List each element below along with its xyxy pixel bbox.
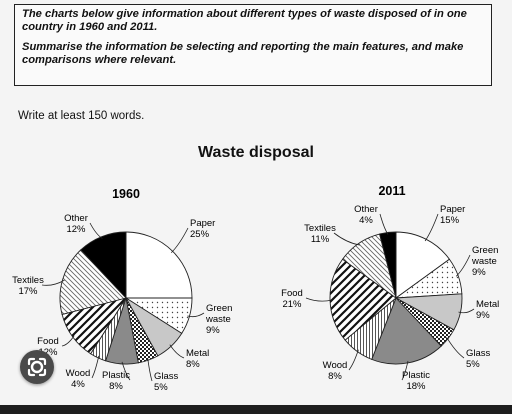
pie-chart-2011: 2011 Paper 15% Green waste 9% Metal 9% Glass 5% Pl… <box>281 184 499 392</box>
slice-label-food: Food 21% <box>281 288 303 310</box>
slice-label-glass: Glass 5% <box>154 371 179 393</box>
slice-label-food: Food 12% <box>37 336 59 358</box>
slice-label-paper: Paper 25% <box>190 218 215 240</box>
slice-label-wood: Wood 8% <box>323 360 348 382</box>
word-count-instruction: Write at least 150 words. <box>18 110 145 122</box>
slice-label-other: Other 12% <box>64 213 88 235</box>
slice-label-wood: Wood 4% <box>66 368 91 390</box>
leader-line-wood <box>91 355 100 379</box>
leader-line-other <box>89 222 103 239</box>
task-paragraph-1: The charts below give information about … <box>22 8 467 33</box>
leader-line-glass <box>446 336 465 359</box>
leader-line-paper <box>171 227 189 253</box>
slice-label-plastic: Plastic 8% <box>102 370 130 392</box>
leader-line-textiles <box>333 232 361 246</box>
leader-line-paper <box>424 213 439 242</box>
leader-line-textiles <box>41 279 65 286</box>
pie-slice-paper <box>125 231 193 299</box>
slice-label-metal: Metal 8% <box>186 348 209 370</box>
chart-main-title: Waste disposal <box>198 144 314 161</box>
slice-label-metal: Metal 9% <box>476 299 499 321</box>
pie-chart-1960: 1960 Paper 25% Green waste 9% Metal 8% Glass 5% Pl… <box>12 187 232 393</box>
google-lens-button[interactable] <box>20 350 54 384</box>
leader-line-metal <box>458 308 475 314</box>
slice-label-textiles: Textiles 11% <box>304 223 336 245</box>
google-lens-icon <box>27 357 47 377</box>
leader-line-plastic <box>121 361 131 381</box>
leader-line-green-waste <box>187 312 205 318</box>
task-prompt-box: The charts below give information about … <box>14 4 492 86</box>
leader-line-green-waste <box>455 254 471 277</box>
leader-line-plastic <box>401 360 409 381</box>
slice-label-plastic: Plastic 18% <box>402 370 430 392</box>
slice-label-other: Other 4% <box>354 204 378 226</box>
leader-line-food <box>305 297 333 302</box>
leader-line-glass <box>147 358 153 382</box>
slice-label-green-waste: Green waste 9% <box>471 245 498 278</box>
pie-slice-textiles <box>59 249 127 315</box>
slice-label-paper: Paper 15% <box>440 204 465 226</box>
leader-line-metal <box>169 344 185 359</box>
leader-line-food <box>61 335 75 347</box>
pie-slice-other <box>80 231 127 300</box>
pie-slice-other <box>379 231 397 299</box>
pie-slice-plastic <box>371 297 442 365</box>
pie-title: 2011 <box>378 184 405 198</box>
task-paragraph-2: Summarise the information be selecting a… <box>22 41 464 66</box>
footer-bar <box>0 405 512 414</box>
leader-line-wood <box>348 349 359 371</box>
slice-label-green-waste: Green waste 9% <box>205 303 232 336</box>
leader-line-other <box>379 213 389 235</box>
slice-label-glass: Glass 5% <box>466 348 491 370</box>
slice-label-textiles: Textiles 17% <box>12 275 44 297</box>
pie-title: 1960 <box>112 187 140 201</box>
